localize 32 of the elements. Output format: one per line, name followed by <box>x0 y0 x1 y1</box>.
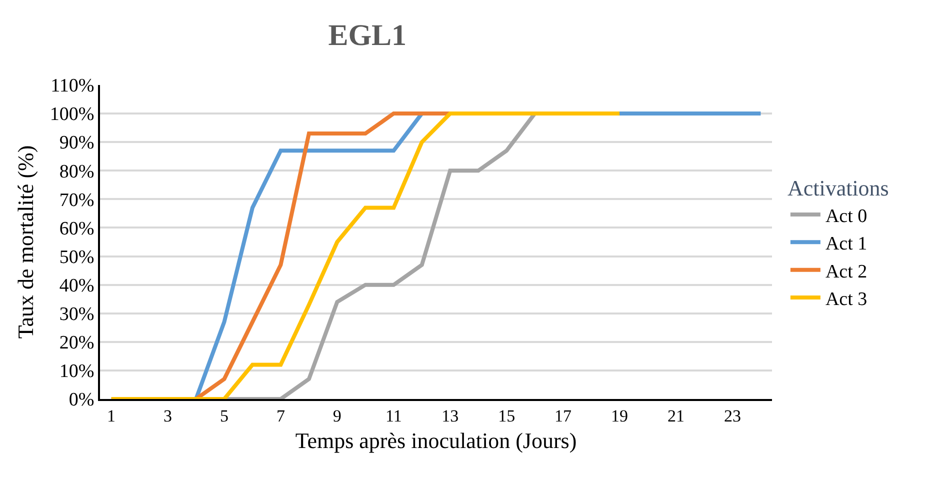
chart-title: EGL1 <box>328 18 407 52</box>
x-tick-label: 7 <box>276 406 286 426</box>
x-tick-label: 11 <box>385 406 402 426</box>
y-tick-label: 90% <box>59 132 94 154</box>
x-tick-label: 13 <box>442 406 459 426</box>
x-axis-title: Temps après inoculation (Jours) <box>295 428 577 453</box>
y-tick-label: 100% <box>50 104 94 126</box>
y-tick-label: 80% <box>59 161 94 182</box>
x-tick-label: 15 <box>498 406 516 426</box>
x-tick-label: 21 <box>668 406 684 426</box>
y-tick-label: 30% <box>59 304 94 326</box>
y-tick-label: 20% <box>59 332 94 354</box>
legend-label: Act 1 <box>825 234 868 255</box>
y-axis-title: Taux de mortalité (%) <box>13 145 38 339</box>
y-tick-label: 110% <box>50 76 94 97</box>
legend-label: Act 0 <box>825 206 868 227</box>
x-tick-label: 19 <box>611 406 628 426</box>
y-tick-label: 40% <box>59 275 94 296</box>
y-tick-label: 70% <box>59 190 94 211</box>
y-tick-label: 60% <box>59 218 94 240</box>
legend-title: Activations <box>787 176 889 201</box>
x-tick-label: 17 <box>554 406 572 426</box>
x-tick-label: 9 <box>332 406 342 426</box>
y-tick-label: 10% <box>59 361 94 382</box>
x-tick-label: 1 <box>107 406 116 426</box>
legend-label: Act 3 <box>825 288 868 310</box>
x-tick-label: 3 <box>164 406 172 426</box>
y-tick-label: 50% <box>59 246 94 268</box>
y-tick-label: 0% <box>68 390 94 411</box>
x-tick-label: 5 <box>220 406 228 426</box>
legend-label: Act 2 <box>825 261 868 282</box>
x-tick-label: 23 <box>724 406 741 426</box>
